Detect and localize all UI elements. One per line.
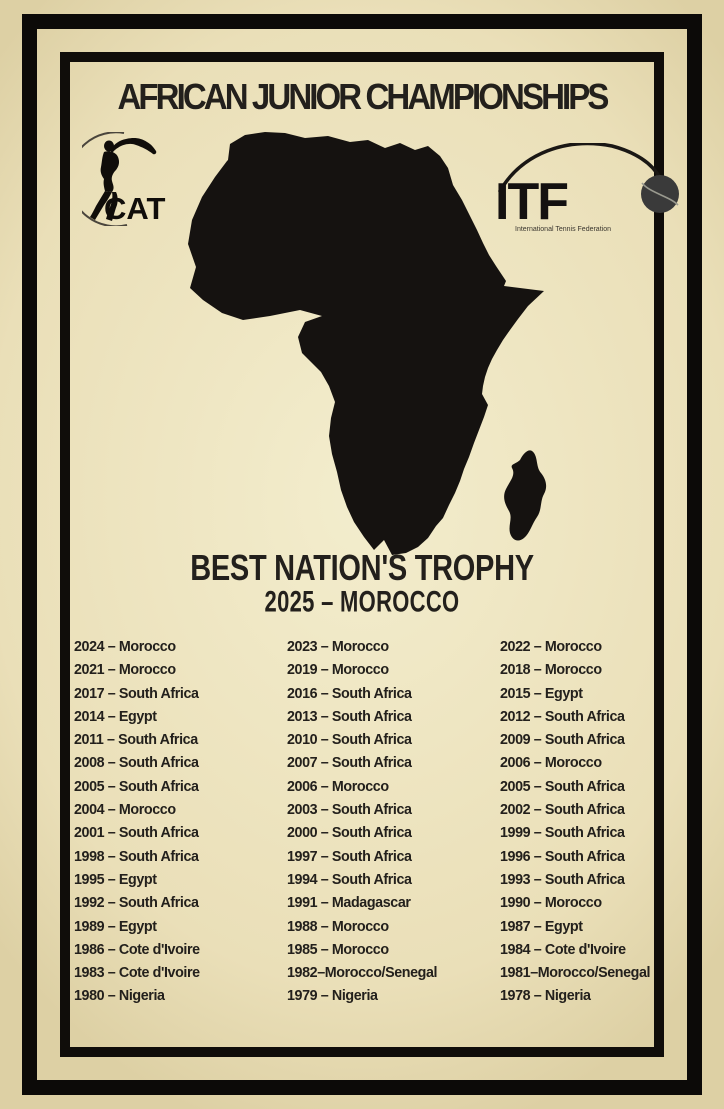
svg-text:International Tennis Federatio: International Tennis Federation (515, 226, 611, 233)
svg-text:ITF: ITF (497, 173, 567, 231)
svg-text:CAT: CAT (104, 191, 165, 226)
